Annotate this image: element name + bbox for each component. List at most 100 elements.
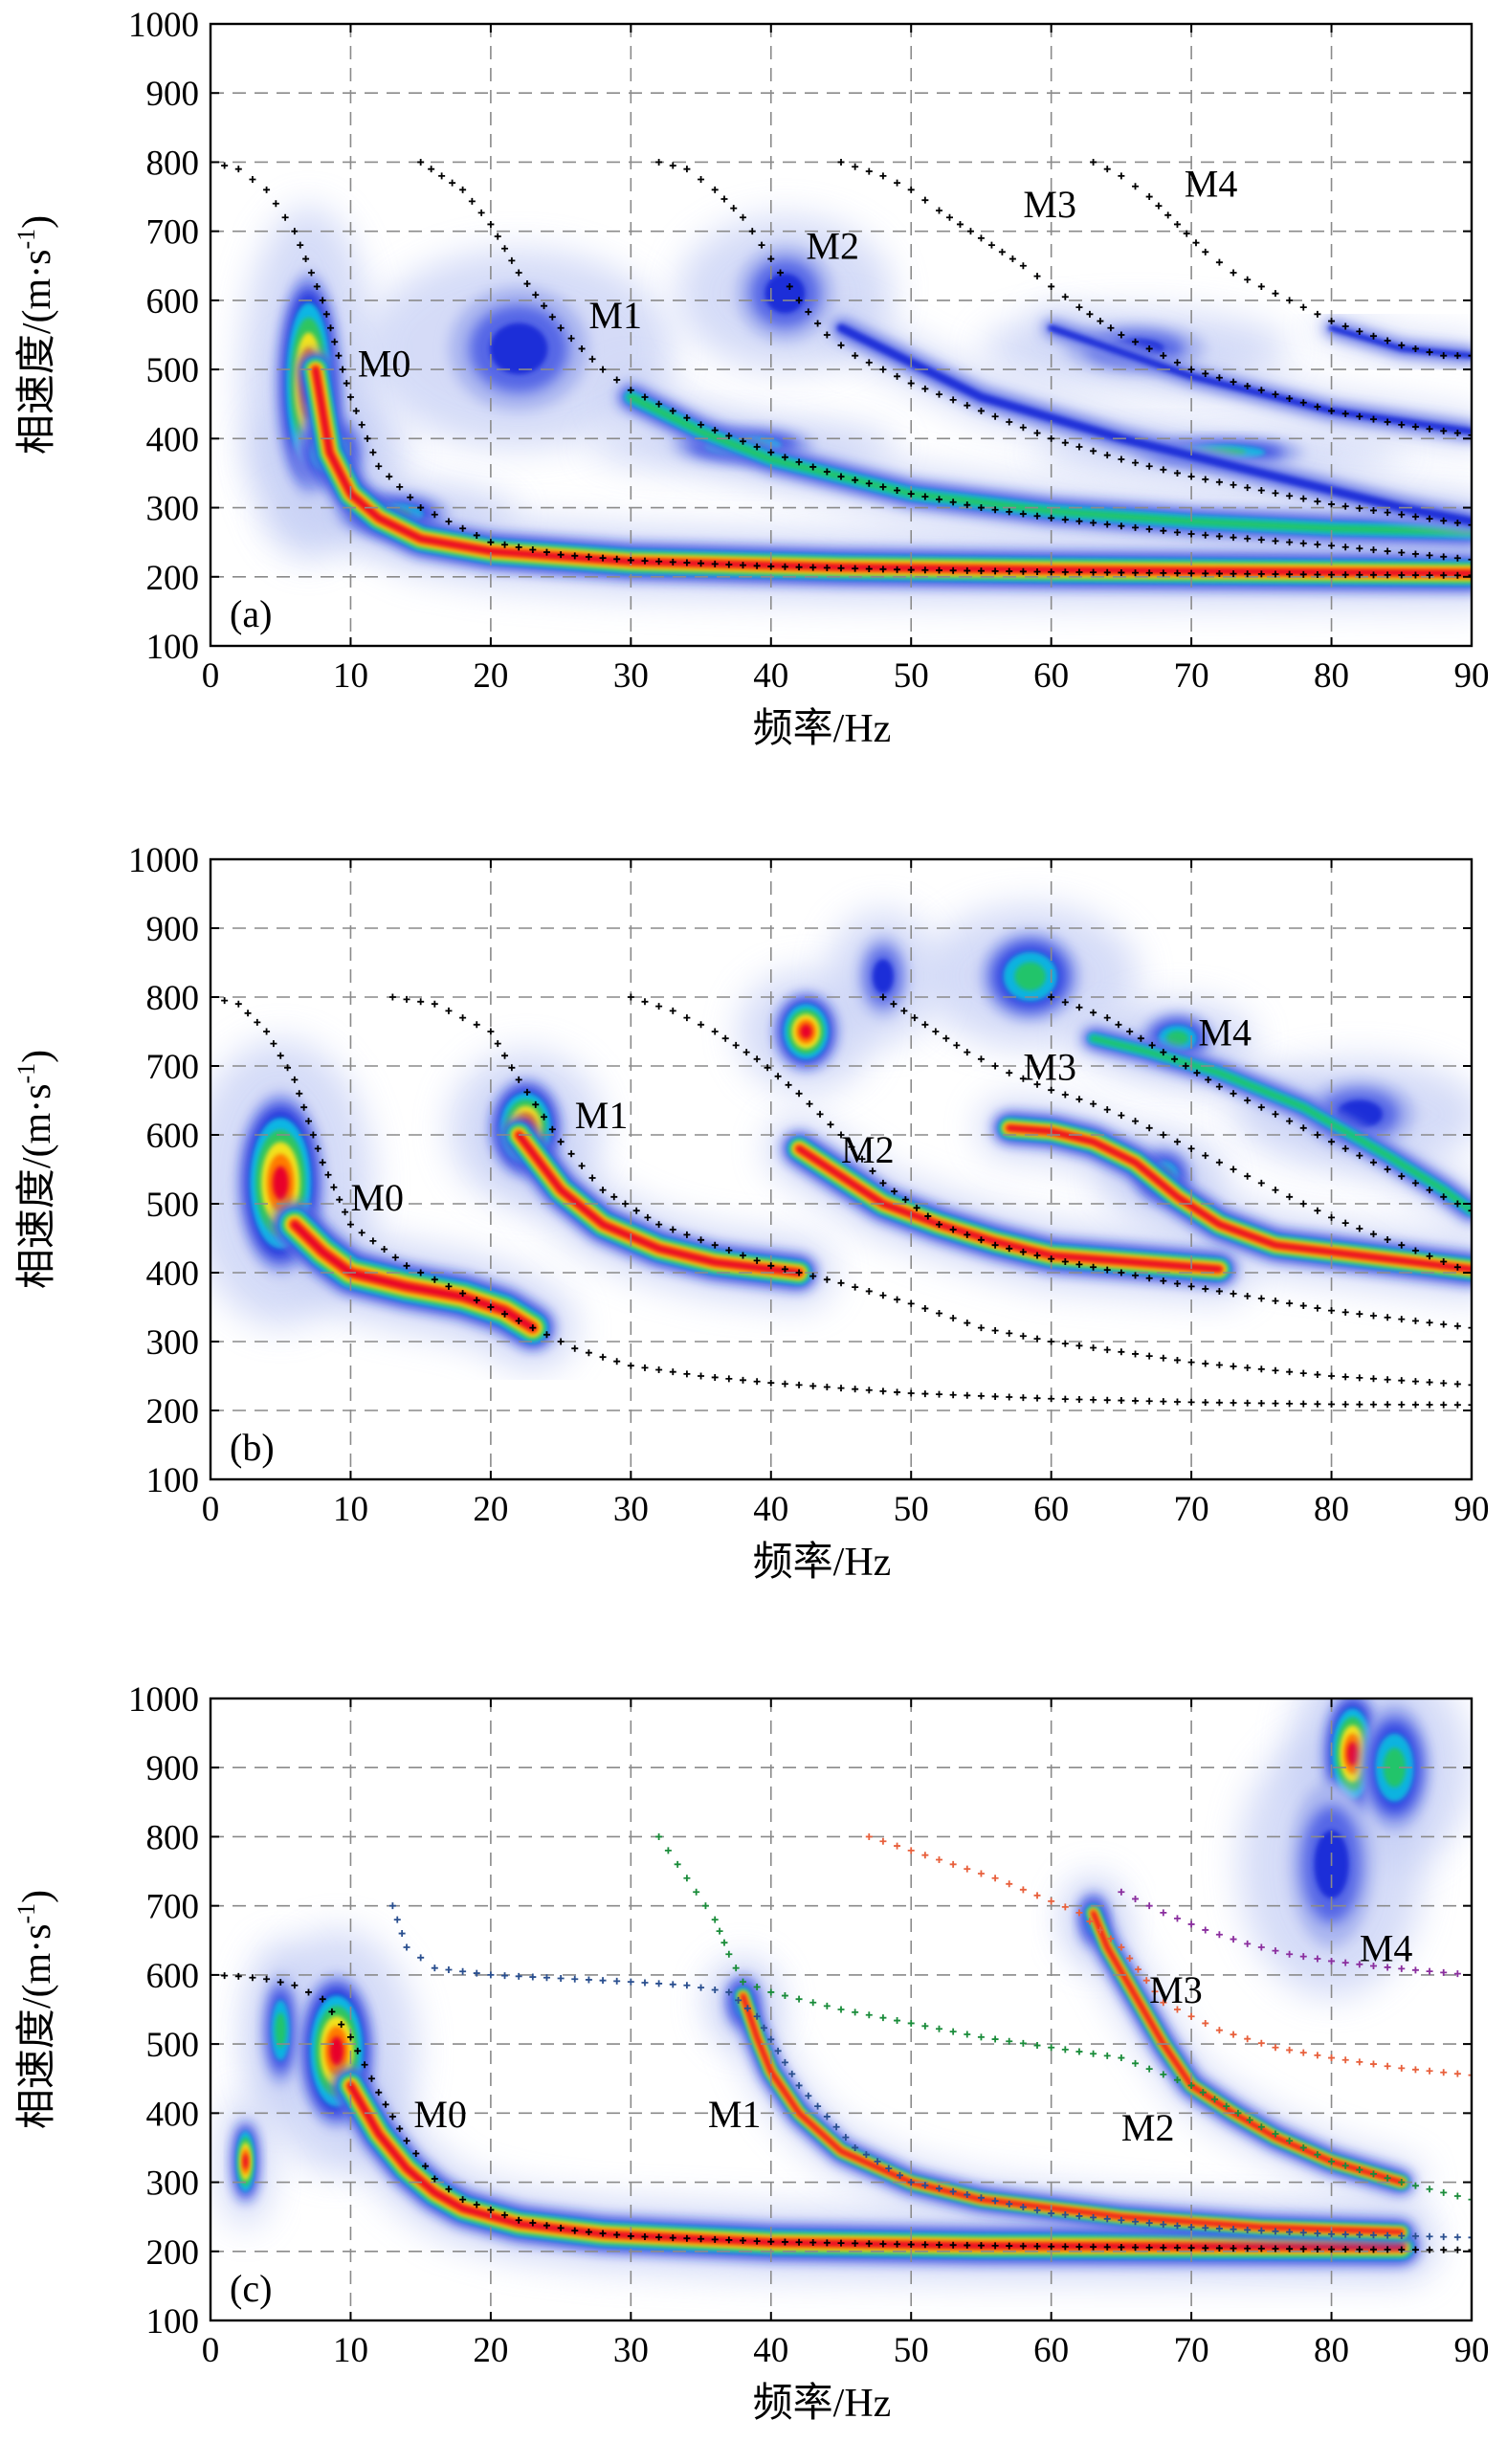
dispersion-point — [1398, 1377, 1406, 1385]
dispersion-point — [1411, 1966, 1419, 1974]
dispersion-point — [1369, 1963, 1377, 1969]
dispersion-point — [1468, 522, 1472, 529]
dispersion-point — [683, 559, 691, 566]
x-tick-label: 20 — [473, 2331, 508, 2370]
dispersion-point — [599, 366, 607, 373]
x-tick-label: 30 — [613, 656, 649, 696]
dispersion-point — [1440, 427, 1448, 434]
dispersion-point — [244, 1010, 252, 1017]
dispersion-point — [1257, 1365, 1265, 1373]
x-tick-label: 70 — [1174, 1490, 1209, 1529]
dispersion-point — [1230, 378, 1237, 386]
dispersion-point — [557, 1138, 565, 1145]
dispersion-point — [1398, 1241, 1406, 1249]
dispersion-point — [1411, 2232, 1419, 2240]
dispersion-curve — [865, 1832, 1472, 2079]
dispersion-point — [1328, 1401, 1336, 1409]
dispersion-point — [1090, 1343, 1097, 1351]
dispersion-point — [865, 1832, 873, 1840]
dispersion-point — [1215, 2244, 1223, 2252]
dispersion-point — [1097, 1926, 1104, 1934]
dispersion-point — [753, 562, 761, 569]
dispersion-point — [515, 544, 522, 551]
mode-label: M2 — [841, 1128, 895, 1171]
dispersion-point — [599, 554, 607, 562]
dispersion-point — [1145, 462, 1153, 470]
dispersion-point — [1145, 193, 1153, 201]
dispersion-point — [1160, 1049, 1167, 1056]
dispersion-point — [1090, 1009, 1097, 1016]
dispersion-point — [1440, 1968, 1448, 1976]
dispersion-point — [1411, 1401, 1419, 1409]
dispersion-point — [1384, 1401, 1391, 1409]
y-tick-label: 700 — [146, 1888, 200, 1927]
dispersion-point — [588, 355, 596, 363]
dispersion-point — [858, 1155, 866, 1163]
mode-label: M1 — [588, 294, 642, 337]
dispersion-point — [823, 468, 831, 476]
dispersion-point — [865, 167, 873, 175]
dispersion-point — [541, 1113, 548, 1121]
dispersion-point — [438, 172, 446, 180]
energy-ridge — [741, 1993, 1404, 2234]
dispersion-point — [683, 1982, 691, 1989]
dispersion-point — [1286, 570, 1294, 578]
dispersion-point — [879, 2014, 887, 2022]
dispersion-point — [655, 400, 663, 408]
dispersion-point — [1118, 2216, 1125, 2224]
dispersion-point — [632, 1207, 640, 1214]
dispersion-point — [711, 186, 719, 193]
dispersion-point — [1182, 1062, 1189, 1070]
x-tick-label: 10 — [333, 2331, 368, 2370]
y-axis-label-sup: -1 — [12, 1063, 40, 1084]
dispersion-point — [284, 1064, 292, 1072]
dispersion-point — [343, 380, 350, 388]
dispersion-point — [431, 2175, 438, 2183]
dispersion-curve — [211, 158, 1472, 579]
y-tick-label: 800 — [146, 1818, 200, 1857]
dispersion-point — [1132, 459, 1140, 467]
dispersion-point — [1160, 352, 1167, 360]
dispersion-point — [1328, 407, 1336, 414]
dispersion-point — [894, 2017, 901, 2025]
dispersion-point — [1215, 1287, 1223, 1295]
dispersion-point — [655, 1221, 663, 1229]
dispersion-point — [1202, 531, 1209, 539]
dispersion-point — [1314, 1371, 1321, 1379]
y-tick-label: 400 — [146, 2095, 200, 2134]
mode-label: M2 — [1121, 2106, 1175, 2149]
y-tick-label: 600 — [146, 1957, 200, 1996]
y-tick-label: 500 — [146, 351, 200, 390]
dispersion-point — [911, 1014, 919, 1022]
dispersion-point — [1328, 571, 1336, 579]
dispersion-point — [842, 2134, 850, 2142]
mode-label: M4 — [1360, 1926, 1413, 1969]
energy-ridge — [290, 1220, 537, 1332]
dispersion-point — [1006, 1069, 1013, 1077]
dispersion-point — [1033, 1080, 1041, 1088]
dispersion-point — [936, 496, 943, 503]
dispersion-point — [1369, 1401, 1377, 1409]
dispersion-point — [548, 313, 556, 321]
dispersion-point — [1173, 2222, 1181, 2230]
dispersion-point — [473, 1021, 480, 1029]
dispersion-point — [1033, 512, 1041, 520]
dispersion-point — [1341, 1219, 1349, 1227]
dispersion-point — [991, 506, 999, 514]
dispersion-point — [249, 176, 256, 183]
dispersion-point — [1286, 2229, 1294, 2236]
dispersion-point — [669, 1007, 676, 1014]
dispersion-point — [1286, 297, 1294, 304]
dispersion-point — [1132, 1397, 1140, 1405]
dispersion-point — [1230, 1399, 1237, 1407]
dispersion-point — [1118, 1888, 1125, 1896]
dispersion-point — [1369, 506, 1377, 514]
dispersion-point — [1286, 1118, 1294, 1125]
dispersion-point — [234, 1972, 242, 1980]
dispersion-point — [716, 1927, 723, 1935]
dispersion-point — [1230, 1936, 1237, 1943]
dispersion-point — [936, 1221, 943, 1229]
dispersion-point — [698, 1984, 705, 1991]
dispersion-point — [330, 1184, 338, 1191]
dispersion-point — [1173, 2006, 1181, 2013]
